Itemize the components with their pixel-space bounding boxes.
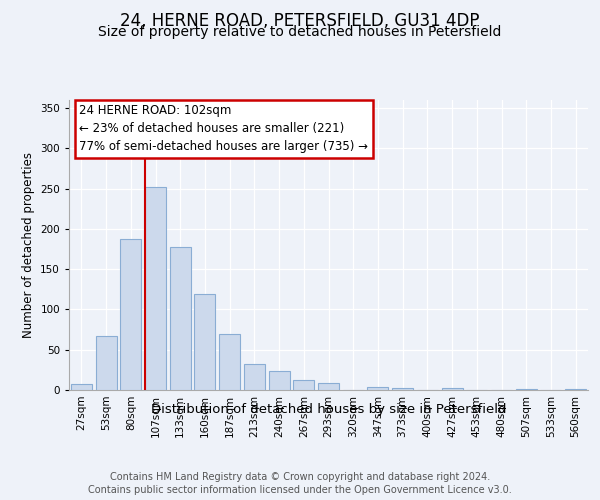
Bar [219,334,240,390]
Bar [516,389,537,390]
Bar [145,187,166,390]
Bar [367,387,388,390]
Bar [269,370,290,390]
Text: Distribution of detached houses by size in Petersfield: Distribution of detached houses by size … [151,402,506,415]
Text: Contains HM Land Registry data © Crown copyright and database right 2024.: Contains HM Land Registry data © Crown c… [110,472,490,482]
Bar [565,389,586,390]
Bar [293,380,314,390]
Bar [442,388,463,390]
Y-axis label: Number of detached properties: Number of detached properties [22,152,35,338]
Bar [120,238,141,390]
Text: 24, HERNE ROAD, PETERSFIELD, GU31 4DP: 24, HERNE ROAD, PETERSFIELD, GU31 4DP [120,12,480,30]
Bar [194,294,215,390]
Bar [170,248,191,390]
Bar [318,383,339,390]
Bar [71,384,92,390]
Text: Size of property relative to detached houses in Petersfield: Size of property relative to detached ho… [98,25,502,39]
Text: 24 HERNE ROAD: 102sqm
← 23% of detached houses are smaller (221)
77% of semi-det: 24 HERNE ROAD: 102sqm ← 23% of detached … [79,104,368,154]
Bar [392,388,413,390]
Bar [95,336,116,390]
Bar [244,364,265,390]
Text: Contains public sector information licensed under the Open Government Licence v3: Contains public sector information licen… [88,485,512,495]
